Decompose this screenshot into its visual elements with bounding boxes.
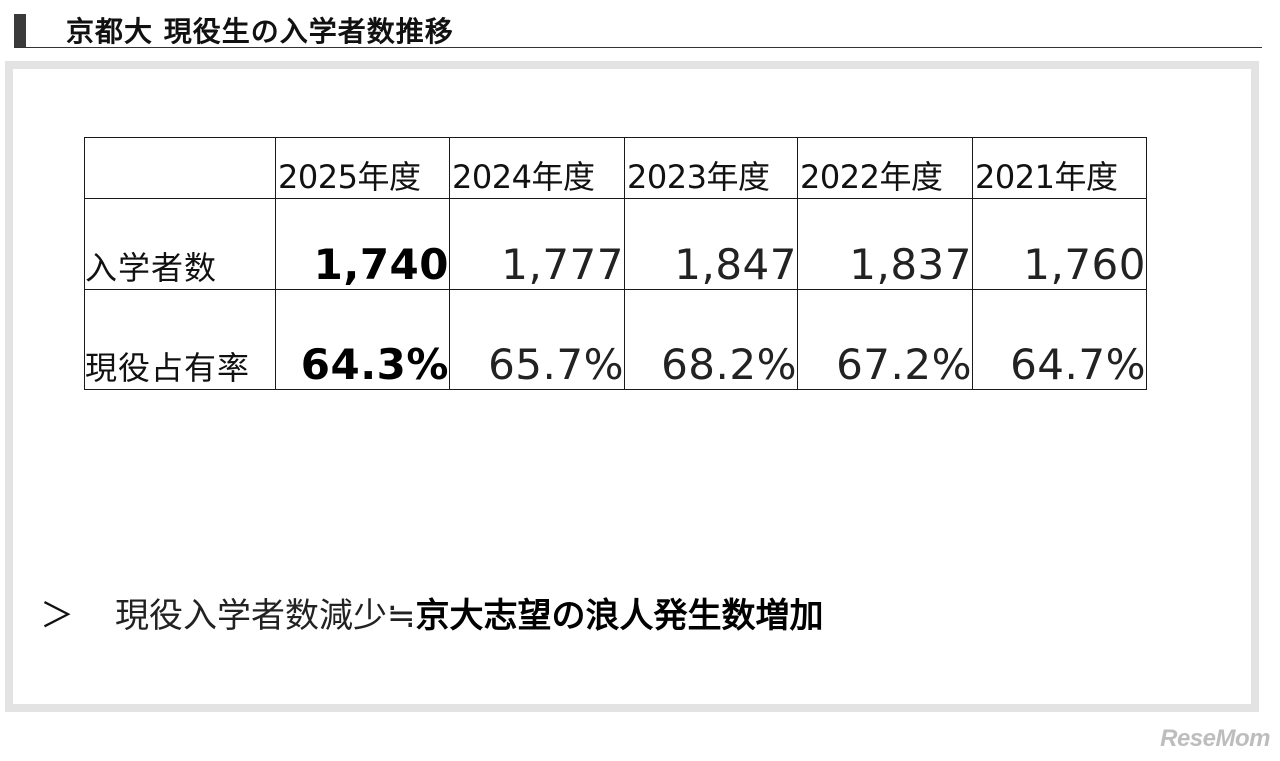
table-cell: 65.7% [449,289,625,390]
table-cell: 1,740 [275,198,450,290]
table-header-row: 2025年度 2024年度 2023年度 2022年度 2021年度 [84,137,1147,199]
conclusion-text: 現役入学者数減少≒ [115,596,416,636]
row-label-share: 現役占有率 [84,289,276,390]
arrow-glyph: ＞ [40,596,74,636]
table-cell: 1,847 [624,198,798,290]
enrollment-table: 2025年度 2024年度 2023年度 2022年度 2021年度 入学者数 … [84,137,1147,390]
year-header: 2023年度 [624,137,798,199]
resemom-watermark-logo: ReseMom [1160,725,1270,752]
title-marker-bar [14,14,26,47]
table-cell: 1,837 [797,198,973,290]
conclusion-line: ＞ 現役入学者数減少≒ 京大志望の浪人発生数増加 [40,588,824,637]
table-cell: 68.2% [624,289,798,390]
year-header: 2021年度 [972,137,1147,199]
table-cell: 1,760 [972,198,1147,290]
row-label-enrollment: 入学者数 [84,198,276,290]
table-corner-cell [84,137,276,199]
table-row-enrollment: 入学者数 1,740 1,777 1,847 1,837 1,760 [84,198,1147,290]
year-header: 2022年度 [797,137,973,199]
table-cell: 64.7% [972,289,1147,390]
table-cell: 64.3% [275,289,450,390]
year-header: 2024年度 [449,137,625,199]
table-cell: 67.2% [797,289,973,390]
conclusion-emphasis: 京大志望の浪人発生数増加 [415,596,824,636]
table-cell: 1,777 [449,198,625,290]
table-row-share: 現役占有率 64.3% 65.7% 68.2% 67.2% 64.7% [84,289,1147,390]
title-underline [14,47,1262,48]
page-title: 京都大 現役生の入学者数推移 [66,15,454,48]
year-header: 2025年度 [275,137,450,199]
